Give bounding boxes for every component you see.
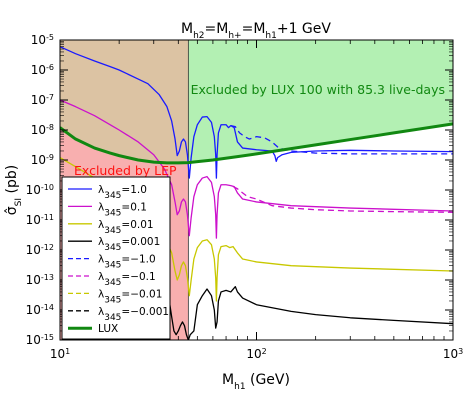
legend-entry-0: λ345=1.0 <box>98 184 147 201</box>
y-tick-label-10: 10-15 <box>26 333 54 348</box>
y-tick-label-0: 10-5 <box>31 33 54 48</box>
legend-entry-1: λ345=0.1 <box>98 201 147 218</box>
y-tick-label-1: 10-6 <box>31 63 54 78</box>
series-line-4 <box>230 124 453 155</box>
series-line-5 <box>232 185 453 213</box>
y-tick-label-4: 10-9 <box>31 153 54 168</box>
y-tick-label-3: 10-8 <box>31 123 54 138</box>
legend-entry-5: λ345=−0.1 <box>98 271 156 288</box>
x-tick-label-0: 101 <box>50 347 70 362</box>
lux-region-label: Excluded by LUX 100 with 85.3 live-days <box>191 82 445 97</box>
overlap-region <box>60 40 189 163</box>
legend-entry-8: LUX <box>98 323 118 335</box>
region-labels: Excluded by LUX 100 with 85.3 live-days E… <box>74 82 445 178</box>
y-tick-label-6: 10-11 <box>26 213 54 228</box>
legend-entry-2: λ345=0.01 <box>98 219 154 236</box>
legend-entry-7: λ345=−0.001 <box>98 306 169 323</box>
y-tick-label-8: 10-13 <box>26 273 54 288</box>
series-line-3 <box>168 286 453 340</box>
legend: λ345=1.0λ345=0.1λ345=0.01λ345=0.001λ345=… <box>61 176 171 340</box>
legend-entry-3: λ345=0.001 <box>98 236 160 253</box>
y-tick-label-2: 10-7 <box>31 93 54 108</box>
legend-entry-4: λ345=−1.0 <box>98 254 156 271</box>
y-tick-label-5: 10-10 <box>26 183 54 198</box>
x-tick-label-1: 102 <box>246 347 266 362</box>
series-lines <box>60 46 453 340</box>
series-line-8 <box>60 122 453 165</box>
lep-region-label: Excluded by LEP <box>74 163 177 178</box>
x-tick-label-2: 103 <box>443 347 463 362</box>
legend-entry-6: λ345=−0.01 <box>98 288 162 305</box>
y-tick-label-9: 10-14 <box>26 303 54 318</box>
series-line-0 <box>60 46 453 179</box>
chart-title: Mh2=Mh+=Mh1+1 GeV <box>181 21 331 41</box>
x-axis-label: Mh1 (GeV) <box>222 372 290 392</box>
y-tick-label-7: 10-12 <box>26 243 54 258</box>
y-axis-label: σ̂SI (pb) <box>4 165 24 215</box>
